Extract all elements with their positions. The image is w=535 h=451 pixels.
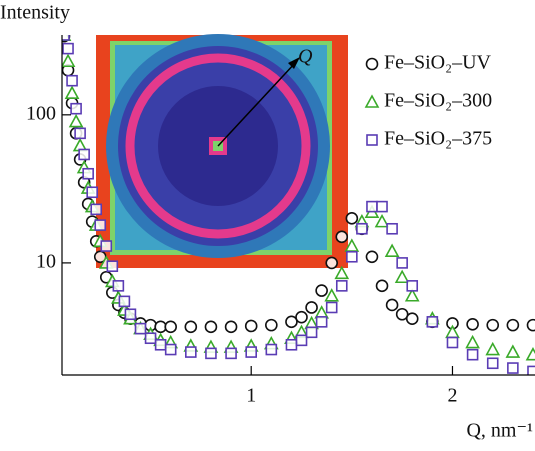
- data-point: [118, 295, 131, 308]
- legend-label: Fe–SiO₂–UV: [384, 52, 492, 74]
- data-point: [395, 307, 409, 321]
- data-point: [68, 113, 84, 128]
- data-point: [396, 257, 408, 269]
- data-point: [374, 213, 390, 228]
- data-point: [124, 308, 137, 321]
- data-point: [265, 318, 278, 332]
- data-point: [62, 42, 74, 55]
- data-point: [334, 265, 350, 280]
- data-point: [386, 222, 398, 235]
- data-point: [466, 348, 479, 361]
- inset-arrowhead: [288, 57, 300, 69]
- data-point: [112, 280, 125, 292]
- data-point: [526, 318, 535, 332]
- data-point: [527, 365, 535, 375]
- legend-label: Fe–SiO₂–300: [384, 90, 492, 112]
- data-point: [185, 346, 197, 358]
- data-point: [62, 35, 70, 41]
- data-point: [295, 310, 308, 324]
- data-point: [505, 344, 521, 358]
- data-point: [90, 203, 103, 216]
- data-point: [204, 320, 218, 334]
- data-point: [485, 341, 501, 356]
- data-point: [62, 53, 76, 68]
- data-point: [164, 343, 177, 356]
- data-point: [285, 338, 298, 351]
- y-axis-label: Intensity: [0, 2, 70, 24]
- data-point: [315, 284, 328, 297]
- data-point: [335, 230, 349, 244]
- data-point: [100, 240, 113, 252]
- data-point: [385, 298, 399, 312]
- data-point: [325, 301, 338, 314]
- data-point: [78, 148, 90, 161]
- data-point: [346, 250, 358, 263]
- data-point: [82, 167, 94, 180]
- data-point: [64, 85, 80, 99]
- data-point: [356, 222, 368, 235]
- y-tick-label: 10: [36, 251, 56, 273]
- data-point: [244, 319, 258, 333]
- data-point: [94, 219, 107, 231]
- data-point: [106, 260, 119, 273]
- data-point: [305, 301, 318, 314]
- x-tick-label: 1: [246, 385, 256, 407]
- data-point: [324, 288, 340, 302]
- inset-arrow: [217, 61, 297, 147]
- inset-ring: [125, 53, 311, 239]
- data-point: [406, 280, 419, 292]
- legend-marker: [365, 57, 379, 71]
- data-point: [335, 280, 348, 292]
- data-point: [486, 357, 499, 370]
- data-point: [144, 332, 157, 345]
- data-point: [245, 346, 257, 358]
- data-point: [345, 212, 359, 225]
- data-point: [205, 347, 217, 360]
- y-tick-label: 100: [26, 102, 56, 124]
- data-point: [66, 74, 78, 87]
- data-point: [134, 322, 147, 335]
- data-point: [384, 243, 400, 257]
- data-point: [184, 320, 198, 334]
- data-point: [365, 250, 379, 264]
- data-point: [305, 326, 318, 339]
- x-tick-label: 2: [447, 385, 457, 407]
- data-point: [405, 312, 419, 325]
- data-point: [285, 315, 298, 329]
- data-point: [265, 343, 278, 356]
- data-point: [466, 317, 479, 331]
- data-point: [486, 318, 500, 332]
- data-point: [315, 316, 328, 328]
- data-point: [394, 269, 410, 284]
- data-point: [465, 334, 480, 349]
- inset-image: Q: [96, 34, 348, 268]
- data-point: [86, 186, 98, 199]
- data-point: [295, 334, 308, 347]
- data-point: [507, 362, 519, 374]
- data-point: [164, 320, 177, 334]
- data-point: [74, 127, 86, 140]
- data-point: [225, 347, 237, 360]
- data-point: [446, 336, 459, 349]
- data-point: [154, 338, 167, 351]
- data-point: [404, 288, 420, 302]
- legend-marker: [366, 134, 378, 146]
- x-axis-label: Q, nm⁻¹: [466, 420, 533, 442]
- data-point: [70, 102, 82, 115]
- inset-label: Q: [298, 46, 313, 68]
- data-point: [376, 200, 388, 213]
- legend-label: Fe–SiO₂–375: [384, 128, 492, 150]
- data-point: [325, 256, 339, 270]
- data-point: [366, 200, 378, 213]
- plot-area: [62, 35, 535, 375]
- data-point: [224, 320, 238, 334]
- legend-marker: [364, 94, 380, 108]
- data-point: [506, 318, 520, 332]
- data-point: [525, 347, 535, 361]
- data-point: [426, 316, 439, 328]
- data-point: [375, 279, 389, 293]
